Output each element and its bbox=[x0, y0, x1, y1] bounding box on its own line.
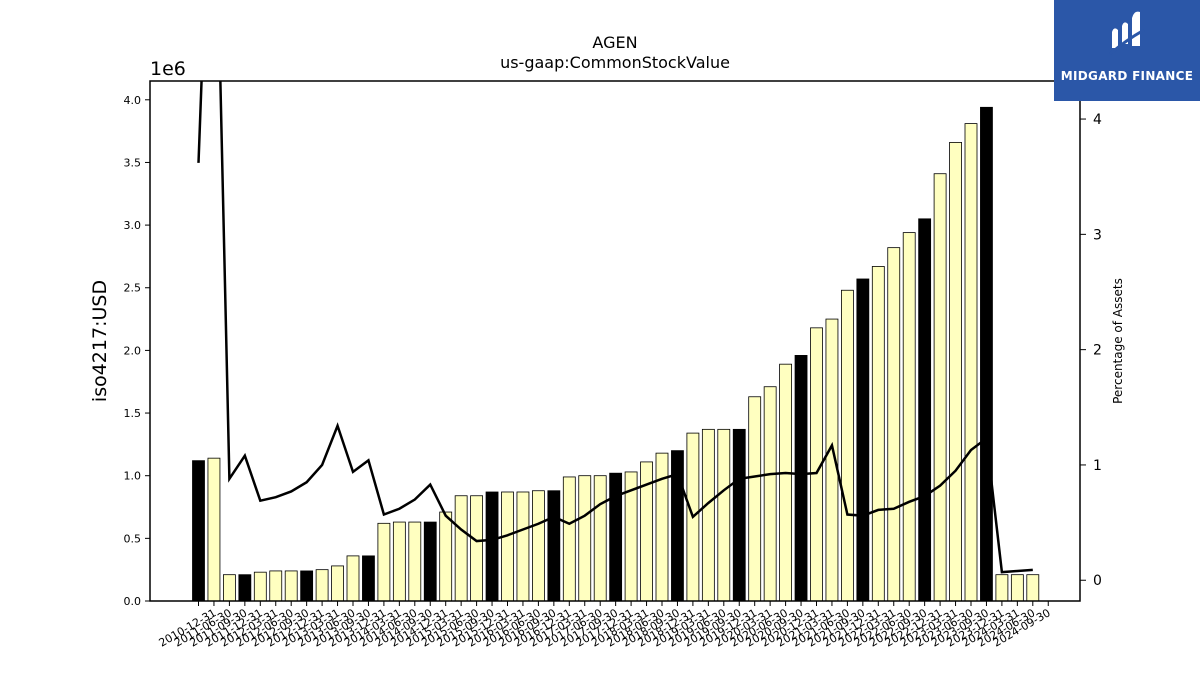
bar-2014-12-31 bbox=[439, 511, 453, 602]
brand-name: MIDGARD FINANCE bbox=[1060, 69, 1194, 83]
bar-2015-06-30 bbox=[470, 495, 484, 602]
plot-frame bbox=[149, 80, 1081, 602]
y-tick-label: 1.0 bbox=[124, 470, 142, 483]
bar-2024-06-30 bbox=[1026, 574, 1040, 602]
bar-2022-06-30 bbox=[902, 232, 916, 602]
y2-axis: 0 1 2 3 4 bbox=[1080, 112, 1102, 589]
bar-2019-12-31 bbox=[748, 396, 762, 602]
chart-title: AGEN bbox=[592, 33, 637, 52]
bar-2015-09-30 bbox=[485, 491, 499, 602]
bar-2019-09-30 bbox=[732, 428, 746, 602]
brand-logo: MIDGARD FINANCE bbox=[1054, 0, 1200, 101]
bar-2023-03-31 bbox=[949, 141, 962, 602]
bar-2016-03-31 bbox=[516, 491, 530, 602]
bar-2015-03-31 bbox=[454, 495, 468, 602]
y-tick-label: 0.0 bbox=[124, 595, 142, 608]
y-multiplier-label: 1e6 bbox=[150, 58, 186, 80]
y2-tick-label: 3 bbox=[1093, 227, 1102, 243]
bar-2017-09-30 bbox=[609, 472, 623, 602]
bar-2015-12-31 bbox=[501, 491, 514, 602]
y-tick-label: 3.5 bbox=[124, 156, 142, 169]
y2-tick-label: 2 bbox=[1093, 343, 1102, 359]
y-tick-label: 2.0 bbox=[124, 344, 142, 357]
bar-2018-06-30 bbox=[655, 452, 669, 602]
bar-2010-12-31 bbox=[192, 460, 205, 602]
bar-2022-09-30 bbox=[918, 218, 932, 602]
bar-2016-12-31 bbox=[562, 476, 576, 602]
bar-2023-12-31 bbox=[995, 574, 1009, 602]
bar-2021-06-30 bbox=[841, 289, 854, 602]
bar-2019-03-31 bbox=[701, 428, 715, 602]
bar-2021-12-31 bbox=[871, 266, 885, 602]
bar-2020-09-30 bbox=[794, 355, 808, 602]
y-axis-label: iso4217:USD bbox=[89, 280, 111, 402]
bar-2024-03-31 bbox=[1010, 574, 1024, 602]
bar-2011-06-30 bbox=[222, 574, 236, 602]
bar-2022-12-31 bbox=[933, 173, 947, 602]
bar-2017-06-30 bbox=[593, 475, 607, 602]
y2-tick-label: 4 bbox=[1093, 112, 1102, 128]
bar-2021-09-30 bbox=[856, 278, 870, 602]
bar-2013-06-30 bbox=[346, 555, 360, 602]
bar-2022-03-31 bbox=[887, 247, 901, 602]
bar-2012-09-30 bbox=[300, 570, 314, 602]
bar-2011-12-31 bbox=[253, 571, 267, 602]
y-tick-label: 3.0 bbox=[124, 219, 142, 232]
bar-2023-09-30 bbox=[980, 106, 993, 602]
y-axis: 0.0 0.5 1.0 1.5 2.0 2.5 3.0 3.5 4.0 bbox=[124, 94, 150, 608]
bar-2012-06-30 bbox=[284, 570, 298, 602]
bar-2016-06-30 bbox=[532, 490, 545, 602]
y-tick-label: 2.5 bbox=[124, 282, 142, 295]
bar-2013-09-30 bbox=[362, 555, 375, 602]
bar-2020-06-30 bbox=[779, 363, 792, 602]
y2-tick-label: 0 bbox=[1093, 573, 1102, 589]
y-tick-label: 1.5 bbox=[124, 407, 142, 420]
bar-2013-03-31 bbox=[331, 565, 344, 602]
bar-series bbox=[192, 106, 1040, 602]
bar-2020-03-31 bbox=[763, 386, 777, 602]
chart-subtitle: us-gaap:CommonStockValue bbox=[500, 53, 730, 72]
bar-2012-03-31 bbox=[269, 570, 283, 602]
y2-axis-label: Percentage of Assets bbox=[1111, 278, 1125, 404]
bar-2016-09-30 bbox=[547, 490, 561, 602]
percentage-of-assets-line bbox=[197, 81, 1033, 574]
bar-2011-09-30 bbox=[238, 574, 252, 602]
bar-2014-03-31 bbox=[392, 521, 406, 602]
bar-2011-03-31 bbox=[207, 457, 221, 602]
y-tick-label: 4.0 bbox=[124, 94, 142, 107]
bar-2012-12-31 bbox=[315, 569, 329, 602]
x-axis: 2010-12-312011-06-302011-09-302011-12-31… bbox=[157, 601, 1053, 650]
bar-2017-03-31 bbox=[578, 475, 592, 602]
y-tick-label: 0.5 bbox=[124, 532, 142, 545]
bar-2014-09-30 bbox=[423, 521, 437, 602]
bar-2014-06-30 bbox=[408, 521, 422, 602]
bar-2023-06-30 bbox=[964, 123, 978, 602]
bar-2019-06-30 bbox=[717, 428, 731, 602]
midgard-logo-icon bbox=[1109, 11, 1145, 56]
bar-2013-12-31 bbox=[377, 522, 391, 602]
y2-tick-label: 1 bbox=[1093, 458, 1102, 474]
